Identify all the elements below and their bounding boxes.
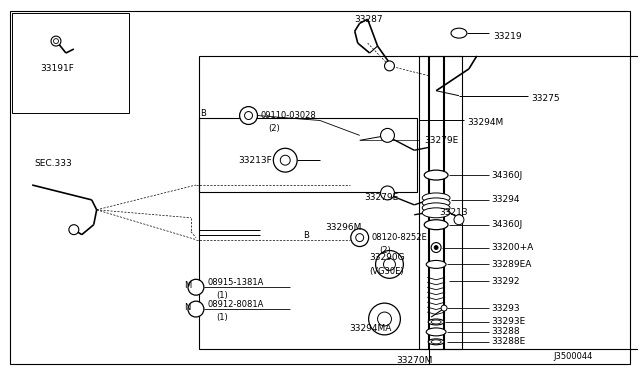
Text: SEC.333: SEC.333 <box>34 159 72 168</box>
Ellipse shape <box>422 193 450 203</box>
Circle shape <box>378 312 392 326</box>
Circle shape <box>441 305 447 311</box>
Text: 09110-03028: 09110-03028 <box>260 111 316 120</box>
Text: (VG30E): (VG30E) <box>370 267 404 276</box>
Text: 34360J: 34360J <box>492 171 523 180</box>
Text: 08120-8252E: 08120-8252E <box>372 233 428 242</box>
Text: 33293: 33293 <box>492 304 520 312</box>
Text: 33279E: 33279E <box>365 193 399 202</box>
Text: 33294M: 33294M <box>467 118 503 127</box>
Circle shape <box>239 107 257 125</box>
Text: N: N <box>184 302 190 312</box>
Ellipse shape <box>451 28 467 38</box>
Text: 33279E: 33279E <box>424 136 458 145</box>
Circle shape <box>381 186 394 200</box>
Text: 33287: 33287 <box>355 15 383 24</box>
Bar <box>199 56 462 349</box>
Circle shape <box>369 303 401 335</box>
Bar <box>419 56 640 349</box>
Circle shape <box>54 39 58 44</box>
Text: 33213F: 33213F <box>239 156 273 165</box>
Text: 08915-1381A: 08915-1381A <box>208 278 264 287</box>
Circle shape <box>385 61 394 71</box>
Circle shape <box>454 215 464 225</box>
Ellipse shape <box>422 208 450 218</box>
Text: (2): (2) <box>380 246 391 255</box>
Text: B: B <box>303 231 309 240</box>
Text: 33294: 33294 <box>492 195 520 204</box>
Circle shape <box>188 301 204 317</box>
Text: 33191F: 33191F <box>40 64 74 73</box>
Ellipse shape <box>424 220 448 230</box>
Ellipse shape <box>431 340 441 344</box>
Text: 33292: 33292 <box>492 277 520 286</box>
Text: 33213: 33213 <box>439 208 468 217</box>
Text: (1): (1) <box>216 312 228 321</box>
Text: 33270M: 33270M <box>396 356 433 365</box>
Circle shape <box>376 250 403 278</box>
Text: 33294MA: 33294MA <box>350 324 392 333</box>
Text: 33296M: 33296M <box>325 223 362 232</box>
Text: 33289EA: 33289EA <box>492 260 532 269</box>
Circle shape <box>431 243 441 253</box>
Circle shape <box>434 246 438 250</box>
Circle shape <box>69 225 79 235</box>
Text: 33200+A: 33200+A <box>492 243 534 252</box>
Circle shape <box>244 112 253 119</box>
Ellipse shape <box>428 339 444 345</box>
Text: (1): (1) <box>216 291 228 300</box>
Ellipse shape <box>422 198 450 208</box>
Circle shape <box>51 36 61 46</box>
Text: J3500044: J3500044 <box>553 352 593 361</box>
Bar <box>199 118 417 192</box>
Text: 33288: 33288 <box>492 327 520 336</box>
Circle shape <box>381 128 394 142</box>
Circle shape <box>273 148 297 172</box>
Text: 33219: 33219 <box>493 32 522 41</box>
Bar <box>12 13 129 113</box>
Circle shape <box>356 234 364 241</box>
Text: 33288E: 33288E <box>492 337 526 346</box>
Text: 33275: 33275 <box>531 94 560 103</box>
Text: 34360J: 34360J <box>492 220 523 229</box>
Text: 33293E: 33293E <box>492 317 526 327</box>
Circle shape <box>351 229 369 247</box>
Ellipse shape <box>424 170 448 180</box>
Ellipse shape <box>426 328 446 336</box>
Text: (2): (2) <box>268 124 280 133</box>
Text: M: M <box>184 281 191 290</box>
Text: B: B <box>200 109 206 118</box>
Ellipse shape <box>426 260 446 268</box>
Ellipse shape <box>422 203 450 213</box>
Text: 08912-8081A: 08912-8081A <box>208 299 264 309</box>
Circle shape <box>280 155 290 165</box>
Text: 33290G: 33290G <box>370 253 405 262</box>
Circle shape <box>383 259 396 270</box>
Ellipse shape <box>431 320 441 324</box>
Circle shape <box>188 279 204 295</box>
Ellipse shape <box>428 319 444 325</box>
